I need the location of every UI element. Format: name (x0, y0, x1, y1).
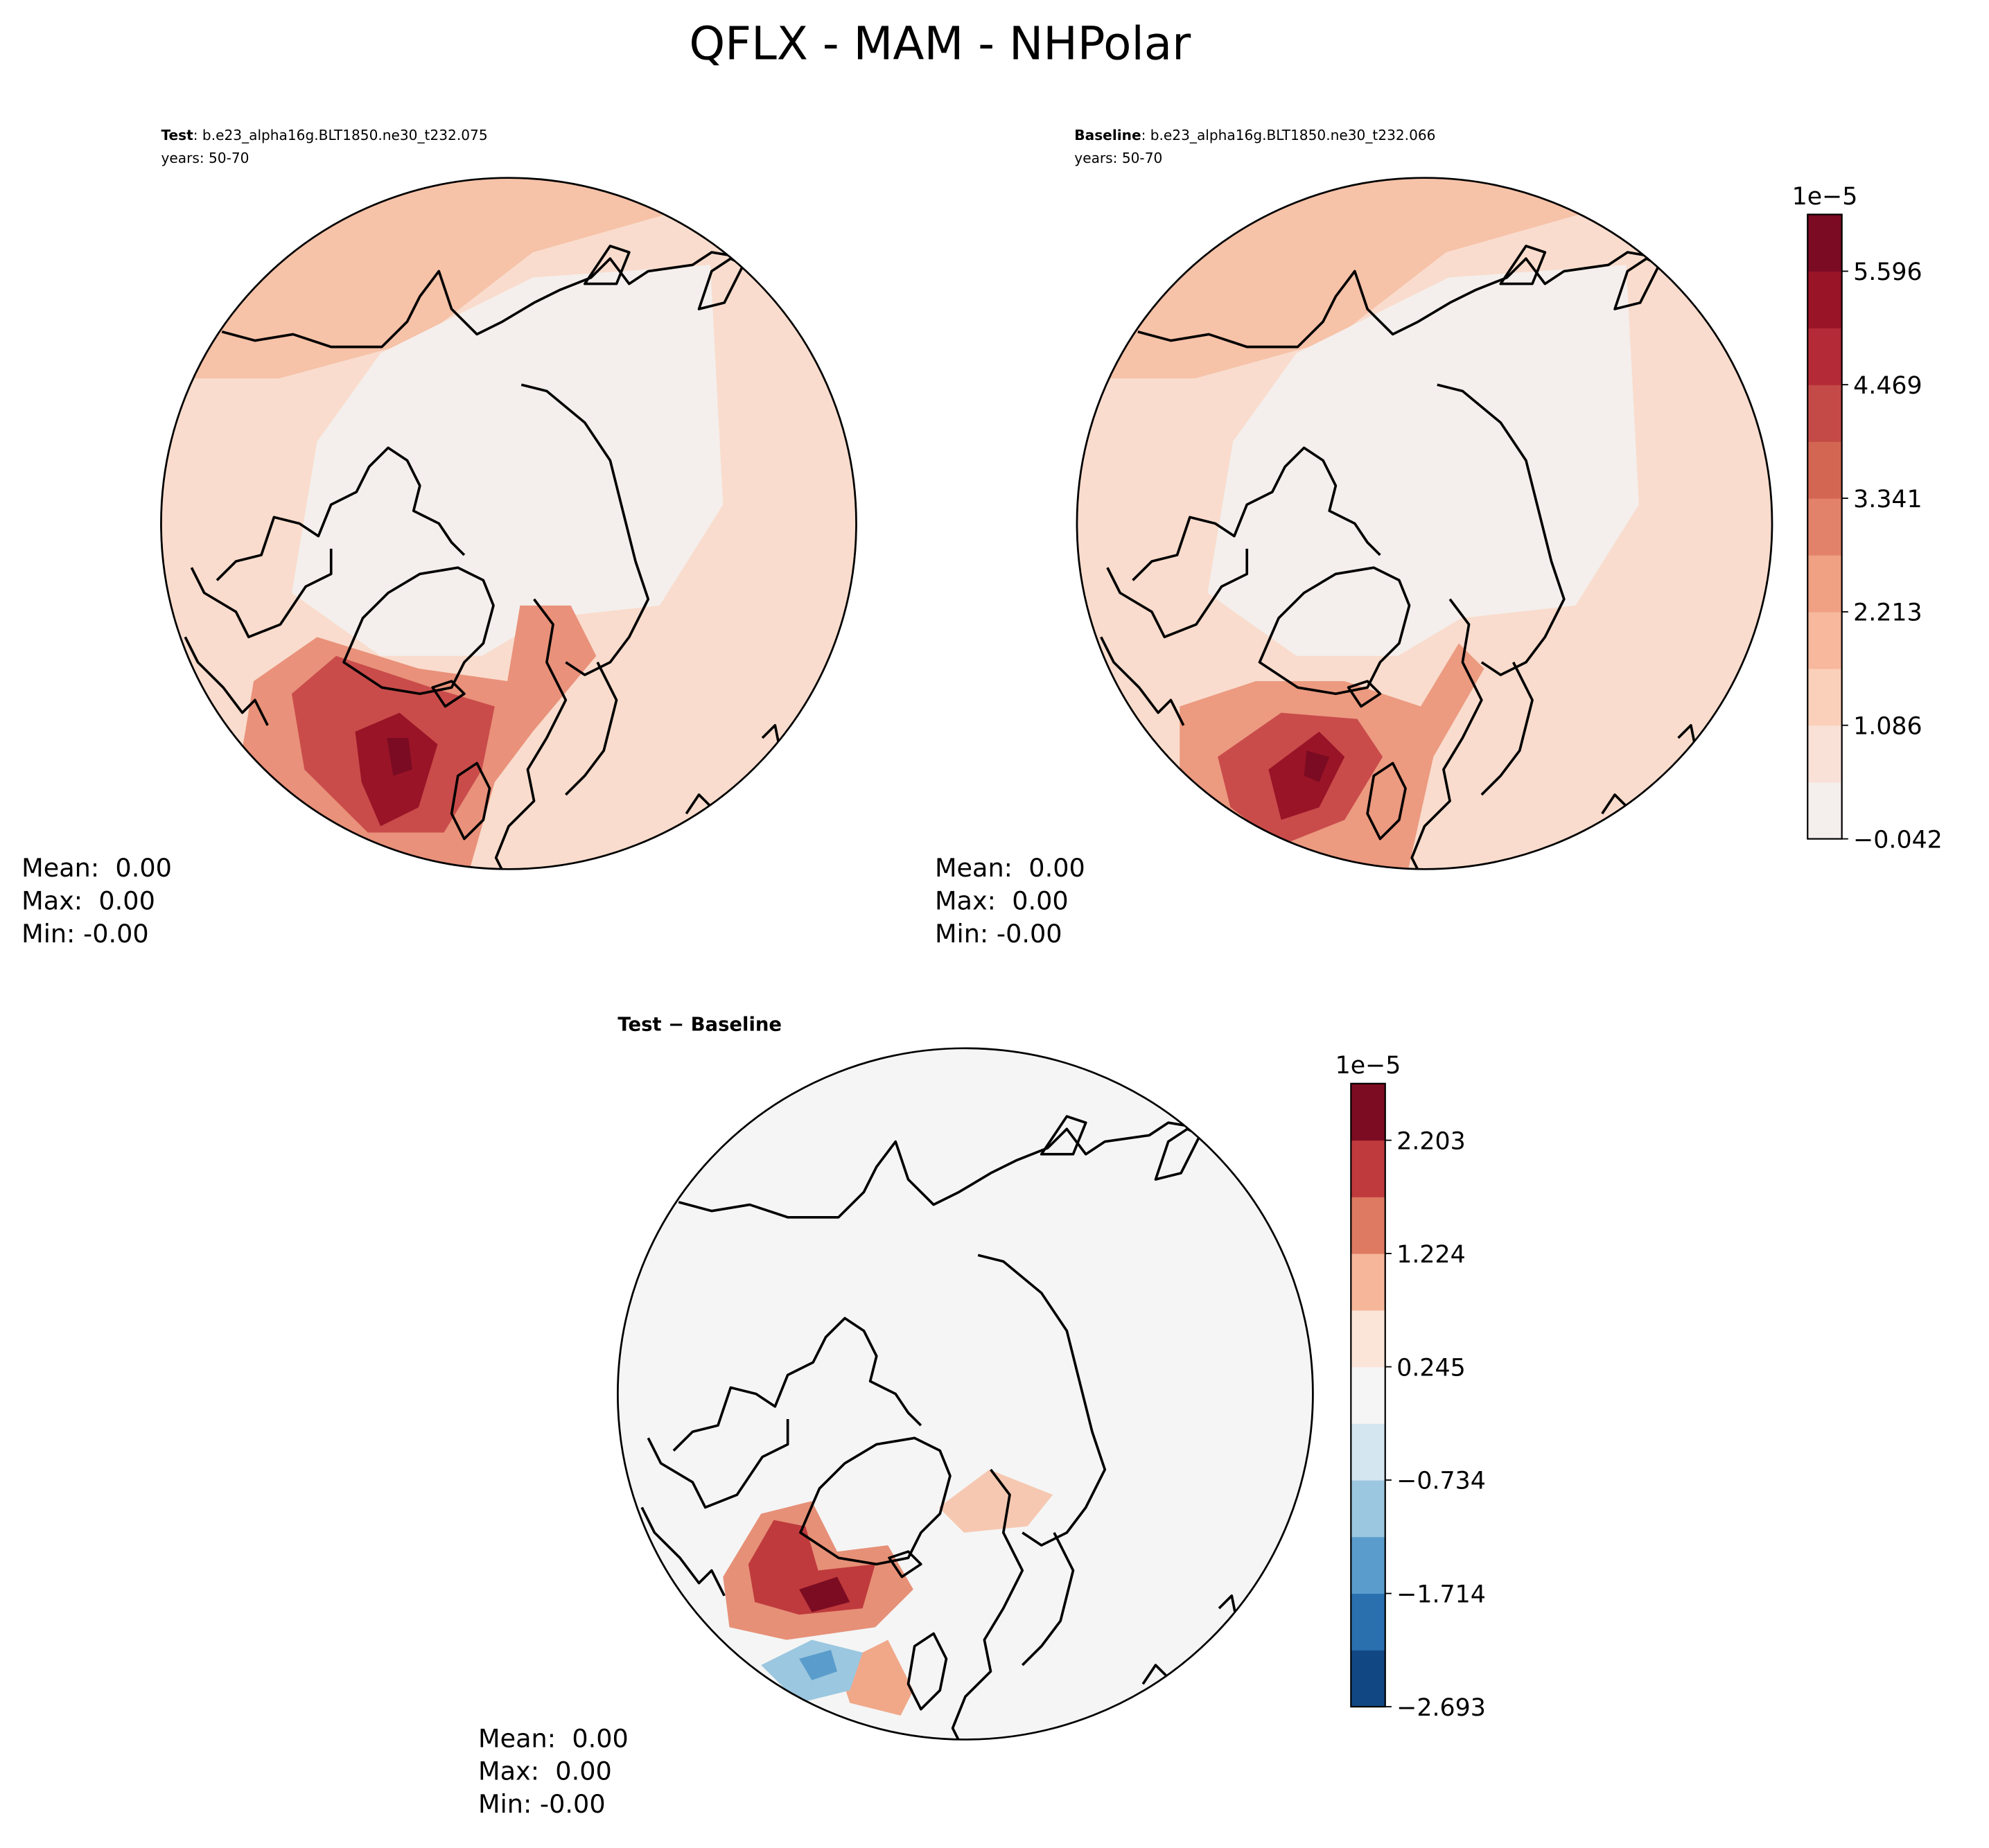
colorbar-band (1807, 441, 1842, 499)
stat-mean: Mean: 0.00 (478, 1723, 629, 1753)
colorbar-band (1807, 328, 1842, 385)
panel-title: Test: b.e23_alpha16g.BLT1850.ne30_t232.0… (161, 127, 487, 143)
colorbar-band (1807, 498, 1842, 556)
map-boundary (617, 1047, 1314, 1741)
colorbar-band (1351, 1650, 1385, 1707)
colorbar-frame (1350, 1082, 1386, 1708)
colorbar-tick-label: 1.224 (1396, 1241, 1466, 1269)
stat-max: Max: 0.00 (21, 886, 155, 916)
panel-title-rest: : b.e23_alpha16g.BLT1850.ne30_t232.075 (193, 127, 488, 143)
colorbar-band (1351, 1310, 1385, 1368)
colorbar-band (1807, 555, 1842, 613)
stat-max: Max: 0.00 (478, 1757, 612, 1786)
panel-title-rest: : b.e23_alpha16g.BLT1850.ne30_t232.066 (1141, 127, 1436, 143)
colorbar-tick-label: 1.086 (1853, 713, 1922, 741)
colorbar-tick-label: 5.596 (1853, 258, 1922, 286)
stat-min: Min: -0.00 (478, 1789, 606, 1819)
colorbar-band (1351, 1366, 1385, 1424)
colorbar-tick-label: −0.734 (1396, 1468, 1486, 1495)
figure-title: QFLX - MAM - NHPolar (689, 18, 1191, 71)
stat-mean: Mean: 0.00 (21, 853, 172, 883)
panel-title-bold: Baseline (1074, 127, 1141, 143)
map (1076, 177, 1773, 870)
colorbar-offset: 1e−5 (1792, 183, 1858, 211)
colorbar-band (1807, 385, 1842, 442)
colorbar-tick-label: −0.042 (1853, 826, 1943, 854)
colorbar-band (1807, 611, 1842, 669)
stat-min: Min: -0.00 (21, 919, 149, 949)
colorbar-band (1351, 1253, 1385, 1311)
colorbar-tick-label: 4.469 (1853, 372, 1922, 400)
colorbar-band (1807, 725, 1842, 783)
colorbar-tick-label: 2.203 (1396, 1127, 1466, 1155)
colorbar-band (1807, 214, 1842, 272)
colorbar-band (1351, 1536, 1385, 1594)
map-boundary (160, 177, 857, 870)
colorbar-band (1351, 1480, 1385, 1538)
colorbar-band (1807, 782, 1842, 840)
stat-mean: Mean: 0.00 (935, 853, 1085, 883)
map (617, 1048, 1313, 1740)
panel-years: years: 50-70 (161, 150, 249, 166)
colorbar-tick-label: −1.714 (1396, 1581, 1486, 1608)
panel-years: years: 50-70 (1074, 150, 1162, 166)
colorbar-band (1807, 668, 1842, 726)
colorbar-band (1351, 1140, 1385, 1197)
colorbar-tick-label: 2.213 (1853, 599, 1922, 627)
panel-title-bold: Test (161, 127, 193, 143)
colorbar-tick-label: 0.245 (1396, 1354, 1466, 1382)
colorbar-offset: 1e−5 (1335, 1052, 1401, 1080)
colorbar-tick-label: −2.693 (1396, 1694, 1486, 1722)
stat-min: Min: -0.00 (935, 919, 1062, 949)
panel-title: Test − Baseline (617, 1014, 782, 1035)
panel-title: Baseline: b.e23_alpha16g.BLT1850.ne30_t2… (1074, 127, 1435, 143)
map-boundary (1076, 177, 1773, 870)
colorbar-band (1351, 1423, 1385, 1481)
colorbar-band (1351, 1593, 1385, 1651)
colorbar-tick-label: 3.341 (1853, 486, 1922, 513)
stat-max: Max: 0.00 (935, 886, 1069, 916)
colorbar-band (1351, 1083, 1385, 1141)
colorbar-band (1807, 271, 1842, 328)
colorbar-band (1351, 1197, 1385, 1254)
map (161, 177, 857, 870)
colorbar-frame (1807, 213, 1843, 840)
